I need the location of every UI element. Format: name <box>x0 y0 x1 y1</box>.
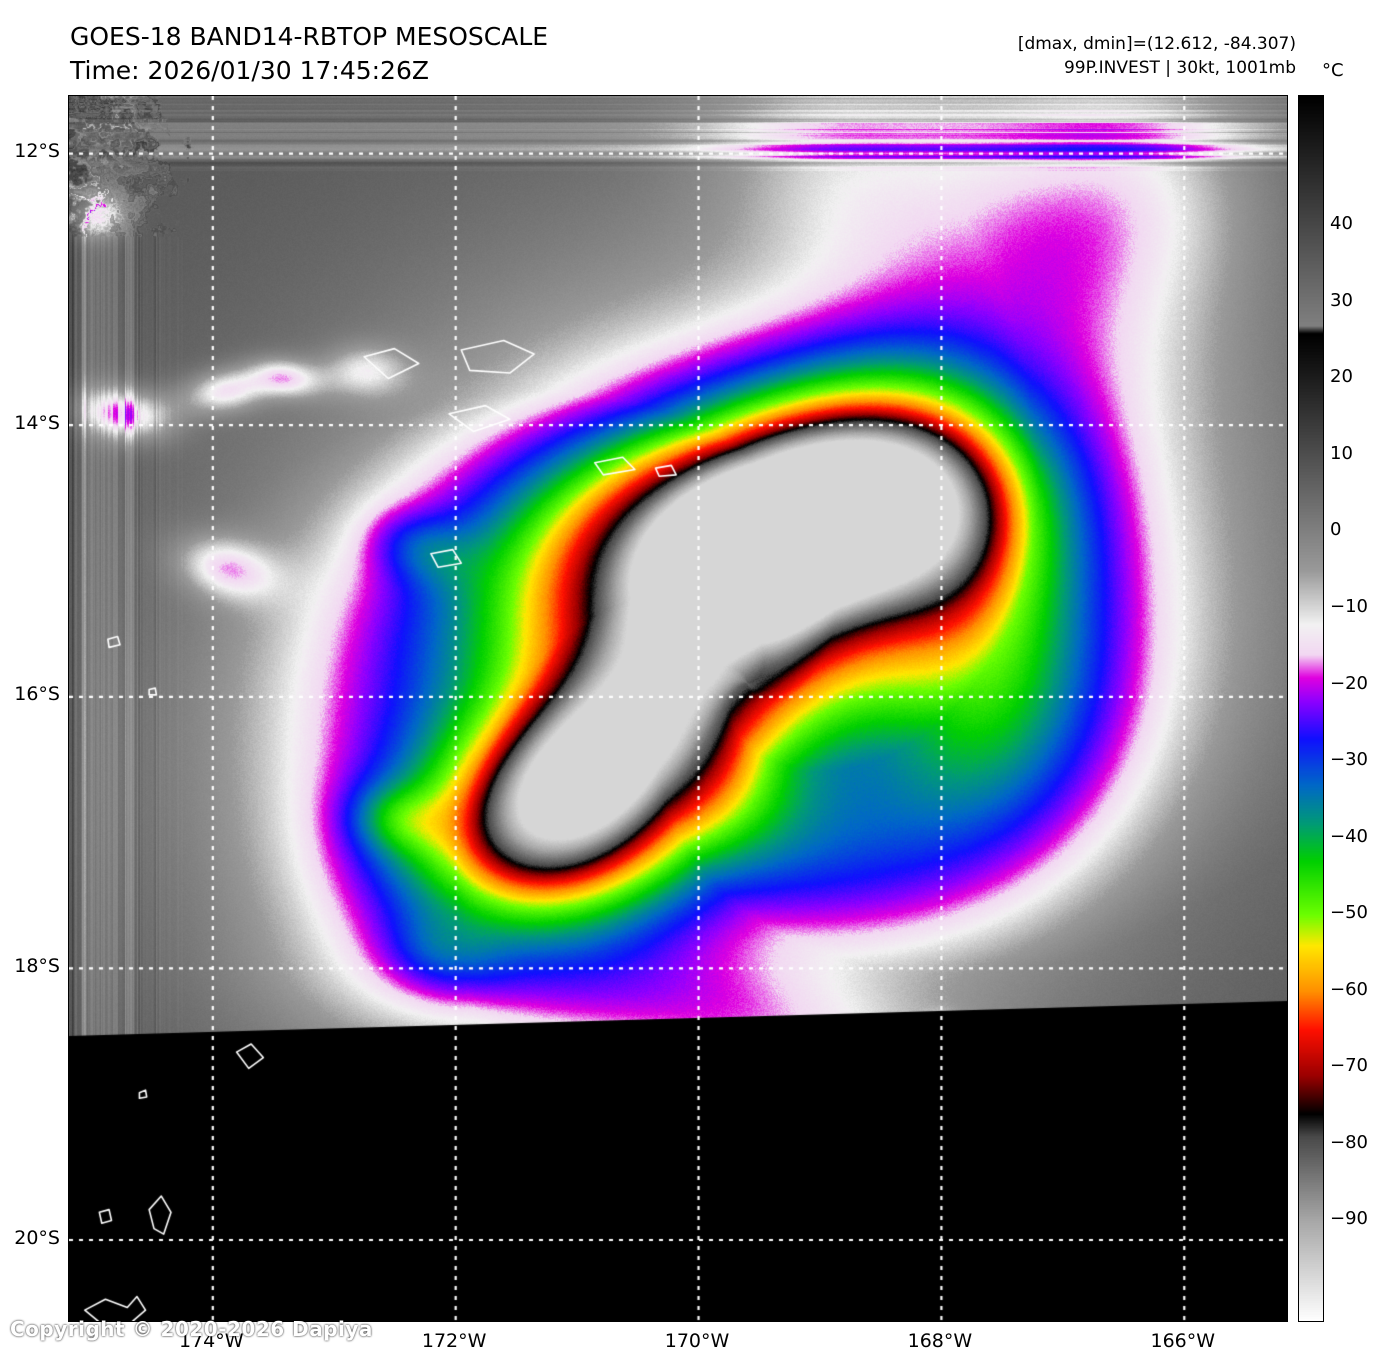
colorbar-tick-label: −70 <box>1330 1055 1368 1076</box>
colorbar-gradient <box>1299 96 1323 1321</box>
lat-tick-label: 12°S <box>2 140 60 162</box>
colorbar-tick-label: −60 <box>1330 979 1368 1000</box>
lon-tick-label: 172°W <box>399 1330 509 1352</box>
colorbar-tick-label: 10 <box>1330 443 1353 464</box>
colorbar-tick-label: 0 <box>1330 519 1341 540</box>
lon-tick-label: 166°W <box>1128 1330 1238 1352</box>
title-block: GOES-18 BAND14-RBTOP MESOSCALE Time: 202… <box>70 20 548 88</box>
metadata-block: [dmax, dmin]=(12.612, -84.307) 99P.INVES… <box>1018 32 1296 80</box>
colorbar-tick-label: 20 <box>1330 366 1353 387</box>
colorbar-tick-label: −40 <box>1330 826 1368 847</box>
colorbar-tick-label: −80 <box>1330 1132 1368 1153</box>
satellite-map[interactable] <box>68 95 1288 1322</box>
colorbar-tick-label: 40 <box>1330 213 1353 234</box>
colorbar-tick-label: −10 <box>1330 596 1368 617</box>
colorbar-tick-label: −20 <box>1330 673 1368 694</box>
timestamp-label: Time: 2026/01/30 17:45:26Z <box>70 54 548 88</box>
colorbar-tick-label: −30 <box>1330 749 1368 770</box>
colorbar-tick-label: −90 <box>1330 1208 1368 1229</box>
lat-tick-label: 14°S <box>2 412 60 434</box>
lat-tick-label: 16°S <box>2 683 60 705</box>
lat-tick-label: 18°S <box>2 955 60 977</box>
colorbar-tick-label: −50 <box>1330 902 1368 923</box>
lon-tick-label: 168°W <box>885 1330 995 1352</box>
lat-tick-label: 20°S <box>2 1227 60 1249</box>
storm-info-label: 99P.INVEST | 30kt, 1001mb <box>1018 56 1296 80</box>
lon-tick-label: 170°W <box>642 1330 752 1352</box>
copyright-label: Copyright © 2020-2026 Dapiya <box>10 1317 373 1341</box>
temperature-colorbar[interactable] <box>1298 95 1324 1322</box>
colorbar-unit-label: °C <box>1322 60 1344 81</box>
satellite-image-canvas <box>69 96 1287 1321</box>
dmax-dmin-label: [dmax, dmin]=(12.612, -84.307) <box>1018 32 1296 56</box>
page-title: GOES-18 BAND14-RBTOP MESOSCALE <box>70 20 548 54</box>
colorbar-tick-label: 30 <box>1330 290 1353 311</box>
